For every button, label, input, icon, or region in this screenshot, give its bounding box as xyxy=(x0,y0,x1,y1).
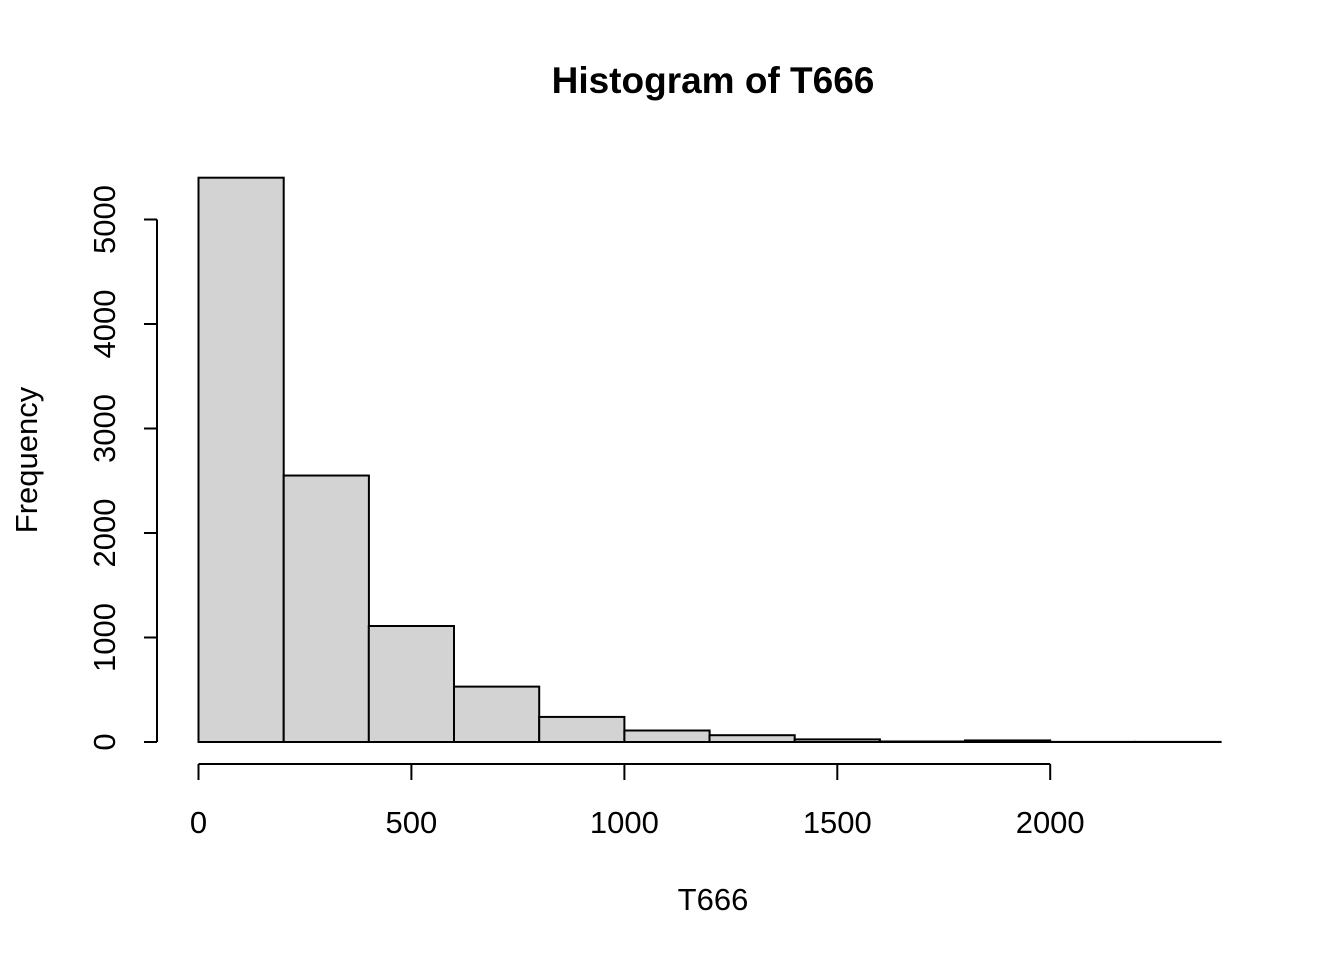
histogram-bar xyxy=(623,729,711,743)
x-axis-tick-label: 0 xyxy=(190,805,207,840)
x-axis: 0 500 1000 1500 2000 xyxy=(190,763,1085,840)
y-axis-tick-label: 1000 xyxy=(87,603,122,672)
y-axis-tick-label: 3000 xyxy=(87,394,122,463)
y-axis-tick-label: 0 xyxy=(87,733,122,750)
histogram-bars xyxy=(197,176,1222,744)
y-axis-tick-label: 5000 xyxy=(87,185,122,254)
histogram-bar xyxy=(878,740,967,743)
x-axis-label: T666 xyxy=(678,882,749,917)
y-axis-tick-label: 4000 xyxy=(87,290,122,359)
histogram-bar xyxy=(453,685,541,743)
histogram-bar xyxy=(282,474,370,743)
x-axis-tick-label: 500 xyxy=(386,805,438,840)
x-axis-tick-label: 2000 xyxy=(1016,805,1085,840)
histogram-bar xyxy=(708,734,796,744)
histogram-bar xyxy=(964,739,1052,743)
y-axis-tick-label: 2000 xyxy=(87,499,122,568)
histogram-bar xyxy=(538,715,626,743)
histogram-bar xyxy=(367,625,455,743)
chart-title: Histogram of T666 xyxy=(552,60,875,101)
x-axis-tick-label: 1500 xyxy=(803,805,872,840)
x-axis-tick-label: 1000 xyxy=(590,805,659,840)
histogram-bar xyxy=(197,176,285,743)
histogram-bar xyxy=(793,738,881,744)
y-axis: 0 1000 2000 3000 4000 5000 xyxy=(87,185,158,751)
y-axis-label: Frequency xyxy=(9,386,44,533)
